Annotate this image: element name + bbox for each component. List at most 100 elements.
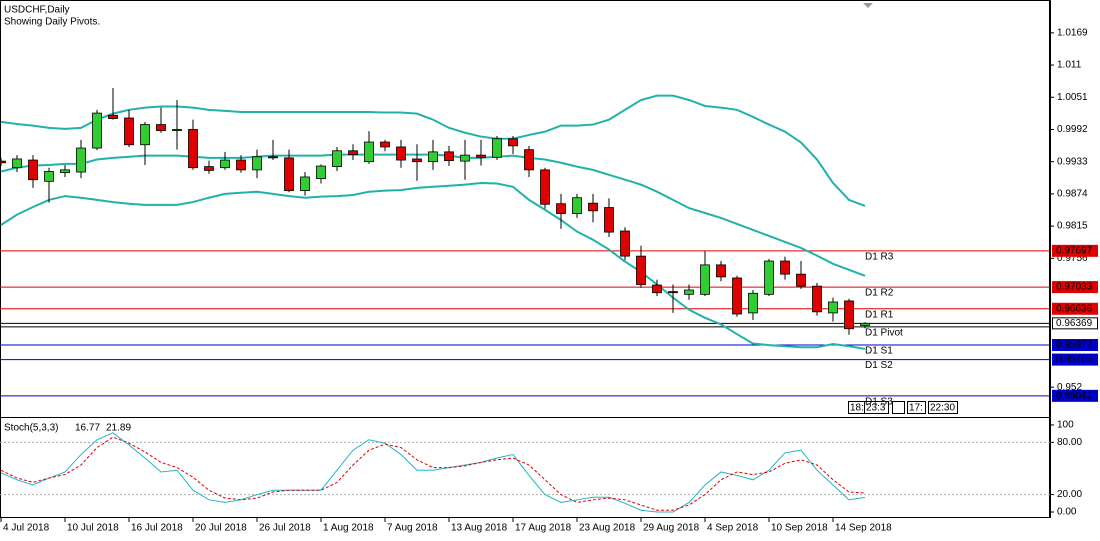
candle-body (284, 157, 294, 192)
candle-body (156, 124, 166, 131)
candle-body (12, 158, 22, 169)
candle-body (652, 284, 662, 294)
pivot-label: D1 R2 (865, 288, 894, 299)
stoch-signal-value: 21.89 (106, 423, 131, 434)
y-tick-label: 80.00 (1057, 437, 1082, 448)
timer-box (892, 401, 905, 414)
candle-body (492, 138, 502, 158)
candle-body (396, 146, 406, 161)
x-tick-label: 4 Sep 2018 (707, 523, 759, 534)
candle-body (428, 151, 438, 163)
candle-body (188, 129, 198, 169)
current-price-box (1052, 317, 1098, 330)
current-price-label: 0.96369 (1056, 318, 1093, 329)
candle-body (0, 160, 6, 164)
candle-body (124, 117, 134, 146)
candle-body (92, 112, 102, 149)
candle-body (476, 154, 486, 158)
y-tick-label: 0.9874 (1057, 189, 1088, 200)
bollinger-band (0, 181, 866, 350)
pivot-value-box (1052, 389, 1098, 402)
candle-body (780, 260, 790, 275)
candle-body (828, 301, 838, 314)
candle-body (636, 255, 646, 285)
chart-shift-marker (863, 3, 873, 8)
candle-body (812, 285, 822, 313)
candle-body (220, 159, 230, 169)
candle-body (764, 260, 774, 295)
x-tick-label: 10 Sep 2018 (771, 523, 828, 534)
x-tick-label: 14 Sep 2018 (835, 523, 892, 534)
y-tick-label: 1.0051 (1057, 92, 1088, 103)
candle-body (860, 322, 870, 326)
candle-body (508, 138, 518, 147)
candle-body (412, 158, 422, 163)
x-tick-label: 17 Aug 2018 (515, 523, 572, 534)
y-tick-label: 20.00 (1057, 489, 1082, 500)
candle-body (524, 149, 534, 171)
chart-subtitle: Showing Daily Pivots. (4, 17, 100, 28)
y-tick-label: 0.9815 (1057, 221, 1088, 232)
stoch-line (0, 432, 866, 513)
y-tick-label: 0.00 (1057, 507, 1077, 518)
bollinger-band (0, 94, 866, 207)
candle-body (44, 171, 54, 182)
y-tick-label: 1.0169 (1057, 27, 1088, 38)
y-tick-label: 100 (1057, 420, 1074, 431)
candle-body (748, 292, 758, 314)
pivot-label: D1 S2 (865, 360, 893, 371)
pivot-label: D1 Pivot (865, 328, 903, 339)
x-tick-label: 23 Aug 2018 (579, 523, 636, 534)
y-tick-label: 1.011 (1057, 60, 1082, 71)
y-tick-label: 0.9756 (1057, 253, 1088, 264)
pivot-value-label: 0.96636 (1056, 303, 1093, 314)
pivot-value-label: 0.95041 (1056, 390, 1093, 401)
x-tick-label: 1 Aug 2018 (323, 523, 374, 534)
x-tick-label: 10 Jul 2018 (67, 523, 119, 534)
y-tick-label: 0.952 (1057, 382, 1082, 393)
candle-body (540, 169, 550, 205)
pivot-label: D1 R1 (865, 309, 894, 320)
candle-body (844, 300, 854, 330)
timer-boxes: 18: 23:3 17: 22:30 (848, 401, 958, 414)
y-tick-label: 0.9992 (1057, 124, 1088, 135)
candle-body (76, 147, 86, 173)
candle-body (460, 154, 470, 162)
candle-body (444, 151, 454, 161)
pivot-value-label: 0.97697 (1056, 245, 1093, 256)
x-tick-label: 16 Jul 2018 (131, 523, 183, 534)
x-tick-label: 7 Aug 2018 (387, 523, 438, 534)
x-tick-label: 4 Jul 2018 (3, 523, 50, 534)
candle-body (172, 129, 182, 131)
x-tick-label: 13 Aug 2018 (451, 523, 508, 534)
x-tick-label: 20 Jul 2018 (195, 523, 247, 534)
candle-body (332, 150, 342, 167)
x-tick-label: 26 Jul 2018 (259, 523, 311, 534)
timer-label: 22:30 (930, 403, 955, 414)
pivot-value-label: 0.95705 (1056, 354, 1093, 365)
candle-body (268, 156, 278, 159)
candle-body (796, 273, 806, 287)
candle-body (556, 203, 566, 214)
candle-body (684, 289, 694, 295)
candle-body (588, 202, 598, 212)
candle-body (604, 207, 614, 233)
candle-body (316, 165, 326, 180)
candle-body (716, 264, 726, 278)
candle-body (300, 176, 310, 192)
pivot-label: D1 R3 (865, 251, 894, 262)
candle-body (620, 230, 630, 257)
timer-box (864, 401, 889, 414)
pivot-value-box (1052, 339, 1098, 352)
pivot-value-box (1052, 244, 1098, 257)
candle-body (60, 169, 70, 174)
chart-title: USDCHF,Daily (4, 5, 70, 16)
pivot-label: D1 S3 (865, 396, 893, 407)
plot-frame (0, 0, 1050, 518)
stoch-title: Stoch(5,3,3) (4, 423, 58, 434)
candle-body (732, 277, 742, 315)
stoch-main-value: 16.77 (75, 423, 100, 434)
pivot-value-box (1052, 281, 1098, 294)
pivot-value-label: 0.97033 (1056, 282, 1093, 293)
